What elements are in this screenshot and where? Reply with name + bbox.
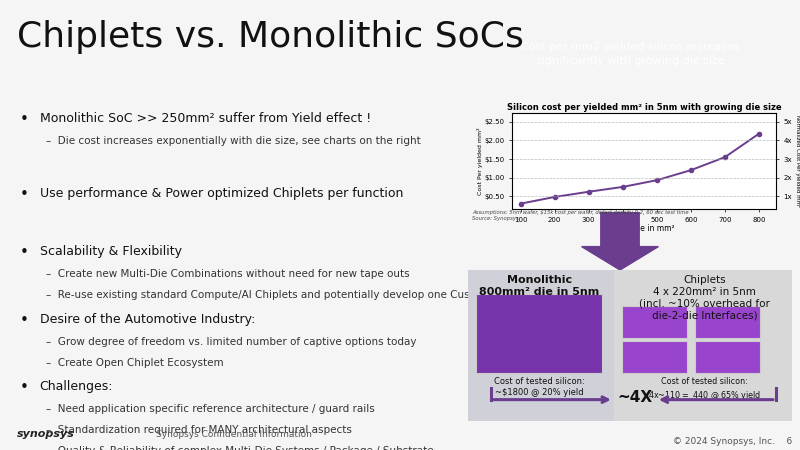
Text: –  Create new Multi-Die Combinations without need for new tape outs: – Create new Multi-Die Combinations with…	[46, 269, 410, 279]
Text: Cost of tested silicon:
4x~$110 = ~$440 @ 65% yield: Cost of tested silicon: 4x~$110 = ~$440 …	[648, 377, 762, 402]
Text: Monolithic SoC >> 250mm² suffer from Yield effect !: Monolithic SoC >> 250mm² suffer from Yie…	[40, 112, 371, 126]
Text: –  Quality & Reliability of complex Multi-Die Systems / Package / Substrate: – Quality & Reliability of complex Multi…	[46, 446, 434, 450]
Text: •: •	[19, 313, 28, 328]
Text: synopsys: synopsys	[17, 429, 75, 439]
Text: •: •	[19, 380, 28, 395]
Text: Challenges:: Challenges:	[40, 380, 113, 393]
Text: Use performance & Power optimized Chiplets per function: Use performance & Power optimized Chiple…	[40, 187, 403, 200]
Bar	[622, 341, 686, 373]
Bar	[622, 306, 686, 338]
Text: ~4X: ~4X	[618, 390, 653, 405]
X-axis label: Die Size in mm²: Die Size in mm²	[614, 224, 674, 233]
Text: •: •	[19, 245, 28, 260]
Text: Desire of the Automotive Industry:: Desire of the Automotive Industry:	[40, 313, 255, 326]
Text: Chiplets vs. Monolithic SoCs: Chiplets vs. Monolithic SoCs	[17, 20, 524, 54]
Text: –  Need application specific reference architecture / guard rails: – Need application specific reference ar…	[46, 404, 375, 414]
Text: –  Die cost increases exponentially with die size, see charts on the right: – Die cost increases exponentially with …	[46, 136, 421, 146]
Polygon shape	[582, 212, 658, 270]
Text: © 2024 Synopsys, Inc.    6: © 2024 Synopsys, Inc. 6	[673, 436, 792, 446]
Title: Silicon cost per yielded mm² in 5nm with growing die size: Silicon cost per yielded mm² in 5nm with…	[506, 103, 782, 112]
Text: Assumptions: 5nm wafer, $15k cost per wafer, defect density 0.2, 60 sec test tim: Assumptions: 5nm wafer, $15k cost per wa…	[472, 210, 689, 221]
Bar	[694, 306, 759, 338]
Text: –  Grow degree of freedom vs. limited number of captive options today: – Grow degree of freedom vs. limited num…	[46, 337, 417, 347]
Y-axis label: Normalized Cost Per yielded mm²: Normalized Cost Per yielded mm²	[795, 115, 800, 207]
Text: Chiplets
4 x 220mm² in 5nm
(incl. ~10% overhead for
die-2-die Interfaces): Chiplets 4 x 220mm² in 5nm (incl. ~10% o…	[639, 274, 770, 320]
Bar	[614, 270, 792, 421]
Text: –  Re-use existing standard Compute/AI Chiplets and potentially develop one Cust: – Re-use existing standard Compute/AI Ch…	[46, 290, 531, 300]
Bar	[468, 270, 614, 421]
Text: •: •	[19, 187, 28, 202]
Bar	[476, 294, 602, 373]
Y-axis label: Cost Per yielded mm²: Cost Per yielded mm²	[477, 127, 482, 195]
Text: Cost of tested silicon:
~$1800 @ 20% yield: Cost of tested silicon: ~$1800 @ 20% yie…	[494, 377, 585, 397]
Text: Scalability & Flexibility: Scalability & Flexibility	[40, 245, 182, 258]
Text: •: •	[19, 112, 28, 127]
Bar	[694, 341, 759, 373]
Text: –  Standardization required for MANY architectural aspects: – Standardization required for MANY arch…	[46, 425, 352, 435]
Text: Cost per mm2 yielded silicon increases
significantly with growing die size: Cost per mm2 yielded silicon increases s…	[521, 41, 739, 66]
Text: Synopsys Confidential Information: Synopsys Confidential Information	[156, 430, 312, 439]
Text: Monolithic
800mm² die in 5nm: Monolithic 800mm² die in 5nm	[479, 274, 599, 297]
Text: –  Create Open Chiplet Ecosystem: – Create Open Chiplet Ecosystem	[46, 358, 224, 368]
